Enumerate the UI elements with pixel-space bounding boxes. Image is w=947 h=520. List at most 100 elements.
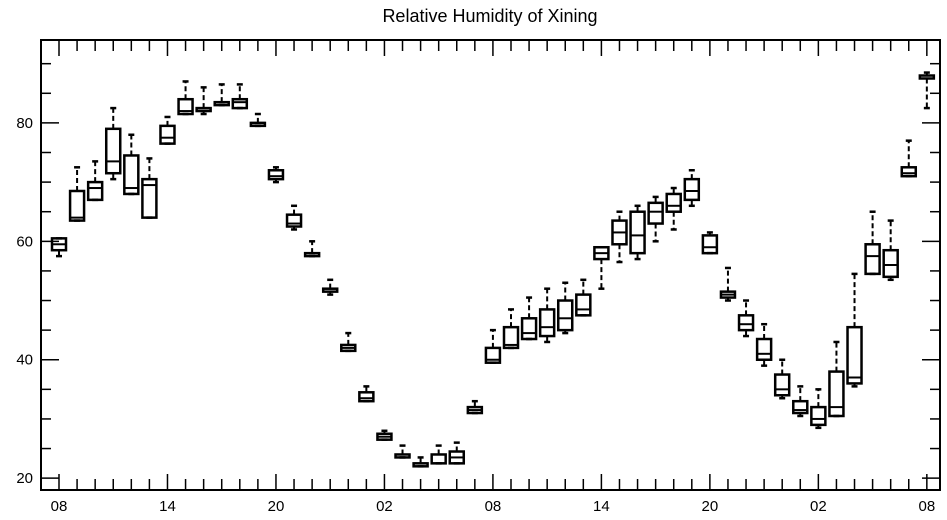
box-41 [792, 385, 809, 418]
box-40 [773, 358, 791, 400]
plot-frame [40, 39, 941, 491]
x-tick-label: 20 [268, 498, 285, 515]
x-tick-label: 14 [159, 498, 176, 515]
box-25 [502, 308, 520, 350]
box-10 [231, 83, 249, 110]
box-iqr [68, 189, 86, 222]
box-28 [556, 281, 574, 335]
box-iqr [484, 346, 502, 364]
x-tick-label: 08 [485, 498, 502, 515]
x-tick-label: 02 [376, 498, 393, 515]
box-iqr [556, 299, 574, 332]
box-iqr [683, 177, 701, 202]
box-47 [900, 139, 918, 178]
box-iqr [177, 97, 194, 116]
box-iqr [430, 453, 447, 465]
box-iqr [755, 337, 773, 361]
box-39 [755, 322, 773, 367]
box-iqr [141, 177, 158, 219]
box-38 [737, 299, 755, 338]
box-35 [683, 169, 701, 208]
box-5 [141, 157, 158, 219]
y-tick-label: 80 [16, 115, 33, 132]
box-iqr [665, 192, 682, 213]
box-iqr [792, 399, 809, 415]
box-0 [50, 237, 68, 258]
box-13 [285, 204, 303, 231]
box-17 [358, 385, 375, 403]
box-iqr [86, 180, 104, 202]
x-tick-label: 08 [918, 498, 935, 515]
box-23 [466, 399, 484, 415]
box-iqr [520, 317, 538, 341]
box-45 [864, 210, 881, 276]
box-11 [249, 112, 267, 128]
box-iqr [900, 166, 918, 178]
box-30 [593, 245, 610, 290]
box-46 [882, 219, 899, 282]
chart-title: Relative Humidity of Xining [382, 6, 597, 26]
box-12 [267, 166, 285, 184]
box-43 [828, 340, 845, 418]
box-14 [303, 240, 321, 258]
box-iqr [701, 234, 719, 255]
x-tick-label: 02 [810, 498, 827, 515]
box-9 [213, 83, 230, 107]
box-iqr [231, 97, 249, 110]
box-iqr [123, 154, 140, 196]
box-34 [665, 186, 682, 231]
box-22 [448, 441, 466, 465]
box-iqr [104, 127, 122, 175]
box-iqr [864, 243, 881, 276]
x-tick-label: 08 [51, 498, 68, 515]
box-20 [412, 456, 429, 468]
box-26 [520, 296, 538, 341]
box-iqr [846, 325, 863, 385]
box-29 [575, 278, 592, 317]
box-24 [484, 328, 502, 364]
box-iqr [538, 308, 556, 338]
box-33 [647, 195, 664, 243]
box-2 [86, 160, 104, 202]
box-6 [159, 115, 176, 145]
y-axis: 20 40 60 80 [16, 62, 940, 487]
box-1 [68, 166, 86, 222]
box-iqr [647, 201, 664, 225]
box-48 [918, 71, 936, 110]
x-tick-label: 14 [593, 498, 610, 515]
x-axis: 08 14 20 02 08 14 20 02 08 [51, 40, 935, 515]
box-44 [846, 272, 863, 388]
box-27 [538, 287, 556, 344]
box-37 [719, 266, 737, 302]
box-iqr [882, 248, 899, 279]
box-15 [321, 278, 339, 296]
box-iqr [285, 213, 303, 228]
box-16 [340, 331, 357, 353]
box-iqr [629, 210, 646, 255]
box-iqr [267, 169, 285, 181]
box-19 [394, 444, 411, 459]
box-4 [123, 133, 140, 196]
box-42 [810, 388, 827, 430]
box-18 [376, 429, 393, 441]
box-iqr [828, 370, 845, 418]
box-31 [611, 210, 628, 264]
box-iqr [358, 391, 375, 403]
box-iqr [810, 405, 827, 427]
box-21 [430, 444, 447, 465]
box-7 [177, 80, 194, 116]
box-series [50, 71, 936, 468]
y-tick-label: 60 [16, 233, 33, 250]
y-tick-label: 40 [16, 352, 33, 369]
y-tick-label: 20 [16, 470, 33, 487]
box-36 [701, 231, 719, 255]
box-iqr [159, 124, 176, 145]
box-iqr [737, 314, 755, 332]
box-3 [104, 106, 122, 181]
box-iqr [773, 373, 791, 397]
x-tick-label: 20 [702, 498, 719, 515]
box-32 [629, 204, 646, 261]
box-iqr [575, 293, 592, 317]
box-8 [195, 86, 212, 116]
